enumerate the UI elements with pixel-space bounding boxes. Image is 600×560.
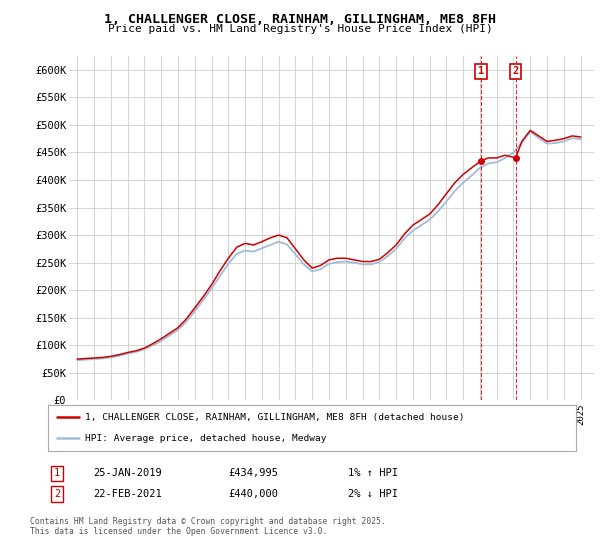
Text: 25-JAN-2019: 25-JAN-2019 (93, 468, 162, 478)
Text: 1, CHALLENGER CLOSE, RAINHAM, GILLINGHAM, ME8 8FH (detached house): 1, CHALLENGER CLOSE, RAINHAM, GILLINGHAM… (85, 413, 464, 422)
Text: 1% ↑ HPI: 1% ↑ HPI (348, 468, 398, 478)
Text: Contains HM Land Registry data © Crown copyright and database right 2025.
This d: Contains HM Land Registry data © Crown c… (30, 517, 386, 536)
Text: 22-FEB-2021: 22-FEB-2021 (93, 489, 162, 499)
Text: 2: 2 (512, 67, 519, 76)
Text: HPI: Average price, detached house, Medway: HPI: Average price, detached house, Medw… (85, 434, 326, 443)
Text: 2% ↓ HPI: 2% ↓ HPI (348, 489, 398, 499)
Text: 1, CHALLENGER CLOSE, RAINHAM, GILLINGHAM, ME8 8FH: 1, CHALLENGER CLOSE, RAINHAM, GILLINGHAM… (104, 13, 496, 26)
Text: 1: 1 (478, 67, 484, 76)
Text: £434,995: £434,995 (228, 468, 278, 478)
Text: Price paid vs. HM Land Registry's House Price Index (HPI): Price paid vs. HM Land Registry's House … (107, 24, 493, 34)
Text: 1: 1 (54, 468, 60, 478)
Text: £440,000: £440,000 (228, 489, 278, 499)
Text: 2: 2 (54, 489, 60, 499)
